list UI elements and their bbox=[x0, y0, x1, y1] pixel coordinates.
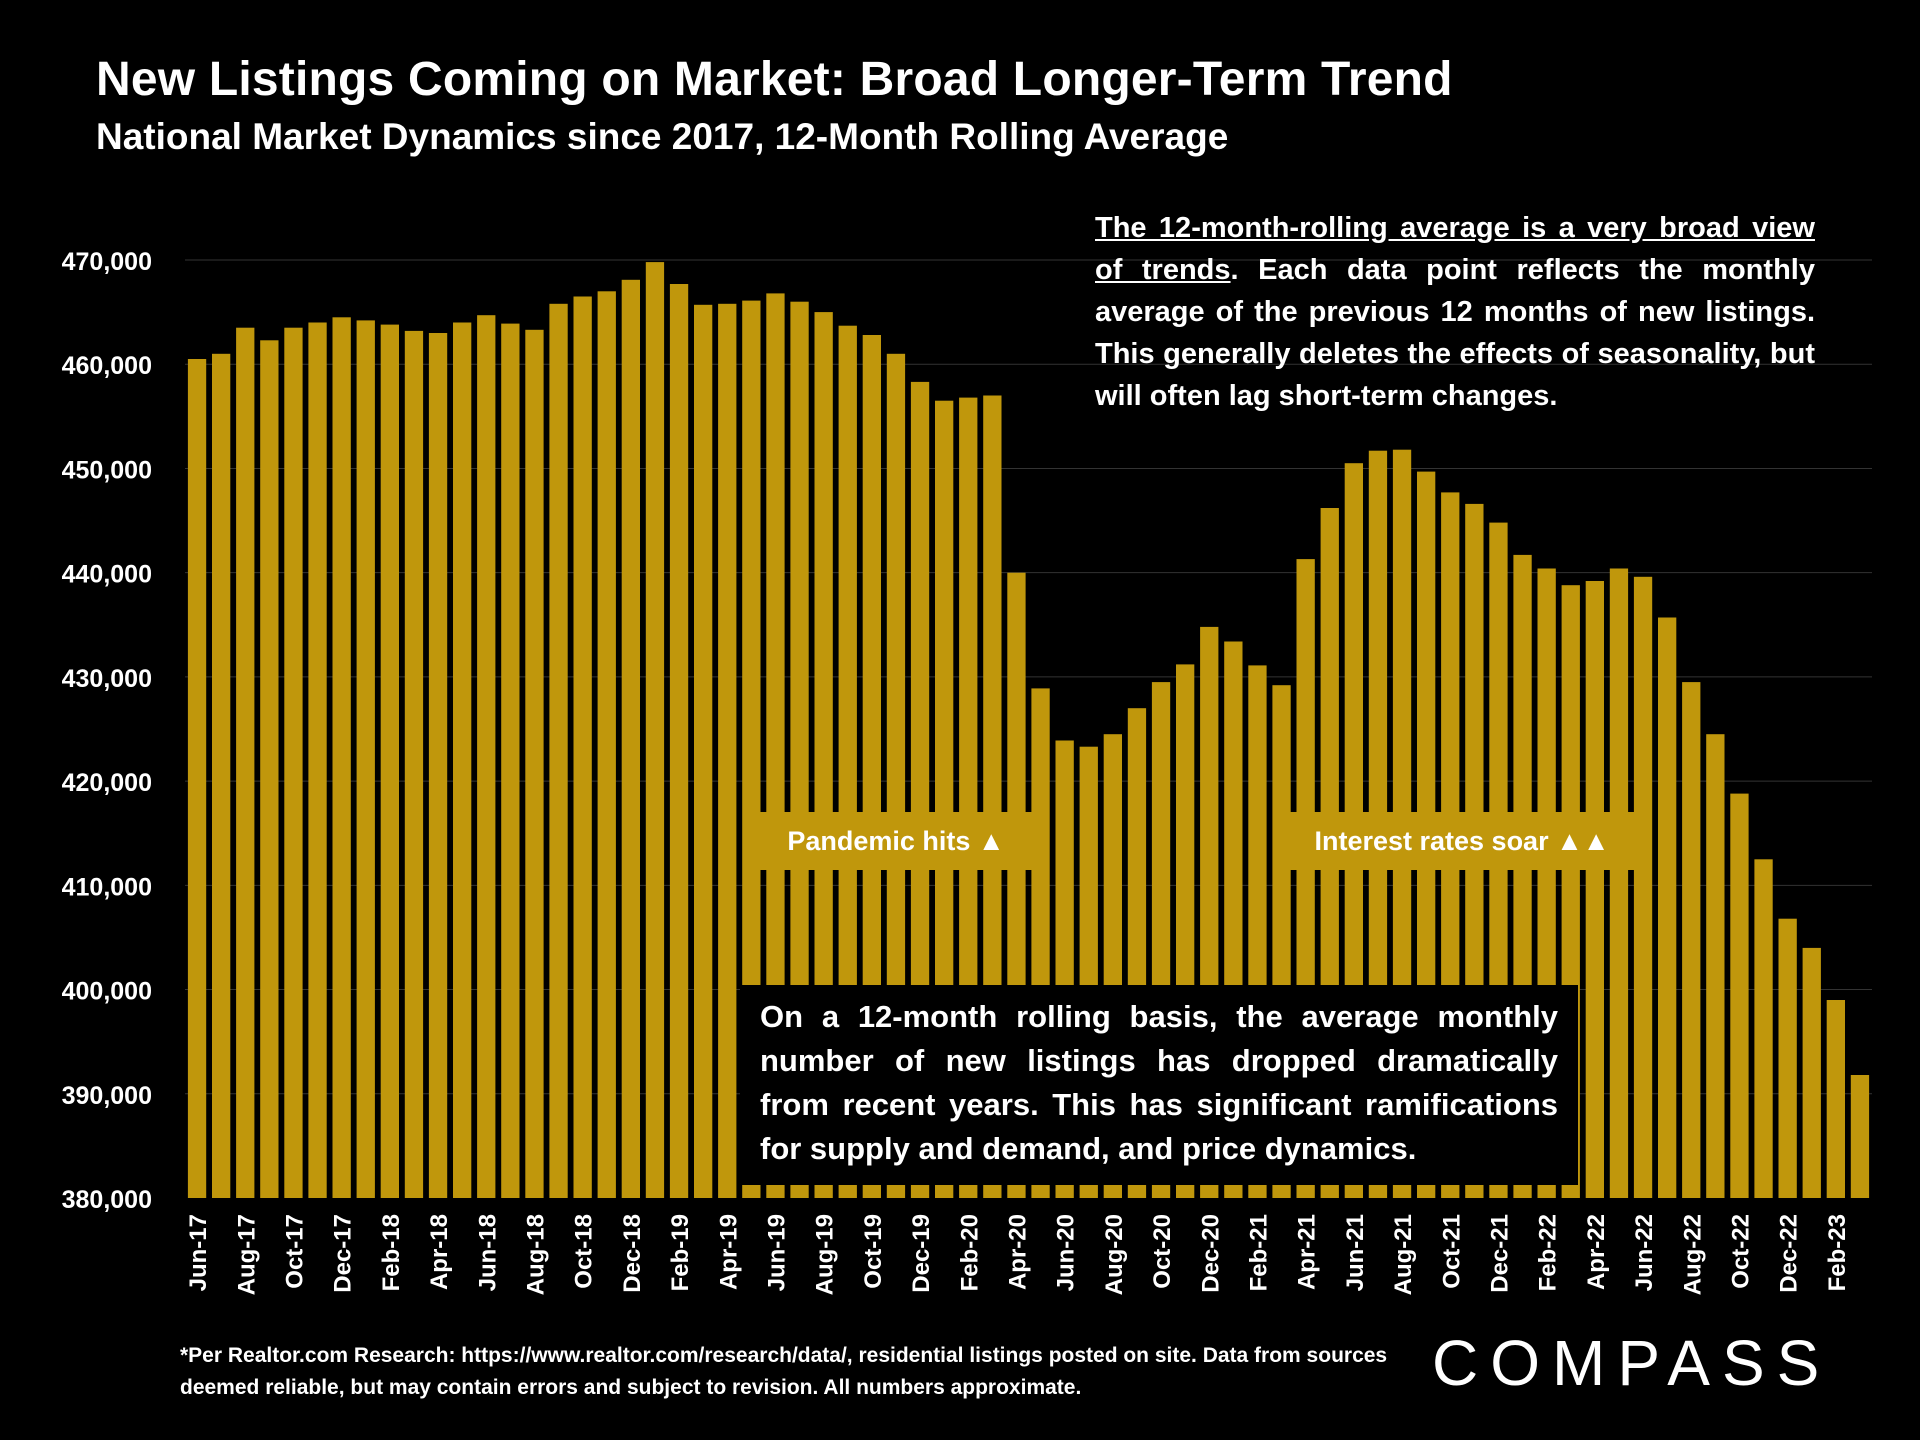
bar-Jun-19 bbox=[766, 293, 785, 1198]
bar-Mar-19 bbox=[694, 304, 713, 1198]
x-tick-label: Dec-19 bbox=[908, 1214, 935, 1293]
bar-Sep-22 bbox=[1706, 734, 1725, 1198]
x-tick-label: Apr-18 bbox=[426, 1214, 453, 1290]
bar-Jan-18 bbox=[356, 320, 375, 1198]
x-tick-label: Apr-21 bbox=[1294, 1214, 1321, 1290]
x-tick-label: Dec-17 bbox=[330, 1214, 357, 1293]
x-tick-label: Feb-19 bbox=[667, 1214, 694, 1291]
bar-Sep-18 bbox=[549, 303, 568, 1198]
x-tick-label: Apr-20 bbox=[1005, 1214, 1032, 1290]
x-tick-label: Aug-17 bbox=[233, 1214, 260, 1295]
x-tick-label: Dec-21 bbox=[1487, 1214, 1514, 1293]
x-tick-label: Aug-21 bbox=[1390, 1214, 1417, 1295]
y-tick-label: 390,000 bbox=[62, 1082, 152, 1110]
x-tick-label: Jun-20 bbox=[1053, 1214, 1080, 1291]
x-tick-label: Aug-19 bbox=[812, 1214, 839, 1295]
bar-Aug-18 bbox=[525, 329, 544, 1198]
x-tick-label: Oct-17 bbox=[281, 1214, 308, 1289]
bar-Oct-18 bbox=[573, 296, 592, 1198]
bar-Jan-19 bbox=[645, 262, 665, 1199]
bar-Oct-22 bbox=[1730, 793, 1749, 1198]
note-underlined-text: The 12-month-rolling average is a very b… bbox=[1095, 212, 1815, 286]
bar-Mar-23 bbox=[1850, 1075, 1870, 1198]
x-tick-label: Oct-21 bbox=[1438, 1214, 1465, 1289]
bar-Jul-19 bbox=[790, 301, 809, 1198]
x-tick-label: Dec-22 bbox=[1776, 1214, 1803, 1293]
bar-Feb-19 bbox=[669, 284, 689, 1198]
y-tick-label: 410,000 bbox=[62, 873, 152, 901]
bar-Apr-18 bbox=[428, 333, 448, 1198]
bar-Oct-19 bbox=[862, 335, 881, 1198]
x-tick-label: Jun-21 bbox=[1342, 1214, 1369, 1291]
compass-logo: COMPASS bbox=[1432, 1327, 1832, 1399]
bar-Nov-18 bbox=[597, 291, 616, 1198]
x-tick-label: Oct-18 bbox=[571, 1214, 598, 1289]
x-tick-label: Feb-22 bbox=[1535, 1214, 1562, 1291]
bar-Feb-18 bbox=[380, 324, 399, 1199]
x-tick-label: Oct-20 bbox=[1149, 1214, 1176, 1289]
x-tick-label: Jun-22 bbox=[1631, 1214, 1658, 1291]
x-tick-label: Dec-18 bbox=[619, 1214, 646, 1293]
y-tick-label: 460,000 bbox=[62, 352, 152, 380]
bar-Nov-22 bbox=[1754, 859, 1773, 1198]
y-tick-label: 380,000 bbox=[62, 1186, 152, 1214]
x-tick-label: Feb-23 bbox=[1824, 1214, 1851, 1291]
y-tick-label: 470,000 bbox=[62, 248, 152, 276]
bar-Aug-19 bbox=[814, 312, 833, 1199]
bar-May-22 bbox=[1609, 568, 1629, 1198]
bar-May-19 bbox=[742, 300, 761, 1199]
bar-Oct-17 bbox=[284, 327, 303, 1198]
bar-Jul-22 bbox=[1658, 617, 1677, 1198]
x-tick-label: Jun-18 bbox=[474, 1214, 501, 1291]
x-tick-label: Feb-21 bbox=[1246, 1214, 1273, 1291]
x-tick-label: Apr-19 bbox=[715, 1214, 742, 1290]
bar-Jul-18 bbox=[501, 323, 520, 1199]
bar-Dec-17 bbox=[332, 317, 351, 1198]
bar-Jan-23 bbox=[1802, 947, 1821, 1198]
bar-Aug-17 bbox=[236, 327, 255, 1198]
interest-rates-annotation: Interest rates soar ▲▲ bbox=[1290, 812, 1634, 870]
bar-Jun-17 bbox=[187, 359, 207, 1198]
source-footnote: *Per Realtor.com Research: https://www.r… bbox=[180, 1344, 1388, 1399]
bar-Jul-17 bbox=[212, 353, 231, 1198]
x-tick-label: Oct-22 bbox=[1728, 1214, 1755, 1289]
x-tick-label: Feb-20 bbox=[956, 1214, 983, 1291]
x-tick-label: Apr-22 bbox=[1583, 1214, 1610, 1290]
bar-Sep-17 bbox=[260, 340, 279, 1198]
pandemic-annotation: Pandemic hits ▲ bbox=[760, 812, 1032, 870]
y-tick-label: 430,000 bbox=[62, 665, 152, 693]
bar-May-18 bbox=[453, 322, 472, 1198]
x-tick-label: Oct-19 bbox=[860, 1214, 887, 1289]
x-tick-label: Feb-18 bbox=[378, 1214, 405, 1291]
x-tick-label: Aug-18 bbox=[523, 1214, 550, 1295]
y-tick-label: 440,000 bbox=[62, 561, 152, 589]
x-tick-label: Aug-22 bbox=[1679, 1214, 1706, 1295]
bar-Dec-18 bbox=[621, 279, 640, 1198]
trend-explanation-note: The 12-month-rolling average is a very b… bbox=[1095, 207, 1815, 417]
x-tick-label: Dec-20 bbox=[1197, 1214, 1224, 1293]
summary-callout: On a 12-month rolling basis, the average… bbox=[740, 985, 1578, 1185]
bar-Mar-18 bbox=[404, 330, 424, 1198]
bar-Sep-19 bbox=[838, 325, 857, 1198]
y-tick-label: 420,000 bbox=[62, 769, 152, 797]
x-tick-label: Jun-19 bbox=[764, 1214, 791, 1291]
bar-Apr-22 bbox=[1585, 581, 1604, 1198]
bar-Feb-23 bbox=[1826, 1000, 1845, 1198]
y-tick-label: 450,000 bbox=[62, 456, 152, 484]
bar-Aug-22 bbox=[1682, 682, 1701, 1198]
bar-Dec-22 bbox=[1778, 918, 1797, 1198]
bar-Nov-17 bbox=[308, 322, 327, 1198]
bar-Apr-19 bbox=[718, 303, 737, 1198]
y-tick-label: 400,000 bbox=[62, 978, 152, 1006]
bar-Jun-22 bbox=[1633, 576, 1653, 1198]
x-tick-label: Jun-17 bbox=[185, 1214, 212, 1291]
chart-subtitle: National Market Dynamics since 2017, 12-… bbox=[96, 116, 1229, 157]
bar-Jun-18 bbox=[477, 315, 496, 1198]
note-body-text: . Each data point reflects the monthly a… bbox=[1095, 254, 1815, 412]
chart-title: New Listings Coming on Market: Broad Lon… bbox=[96, 53, 1453, 106]
x-tick-label: Aug-20 bbox=[1101, 1214, 1128, 1295]
